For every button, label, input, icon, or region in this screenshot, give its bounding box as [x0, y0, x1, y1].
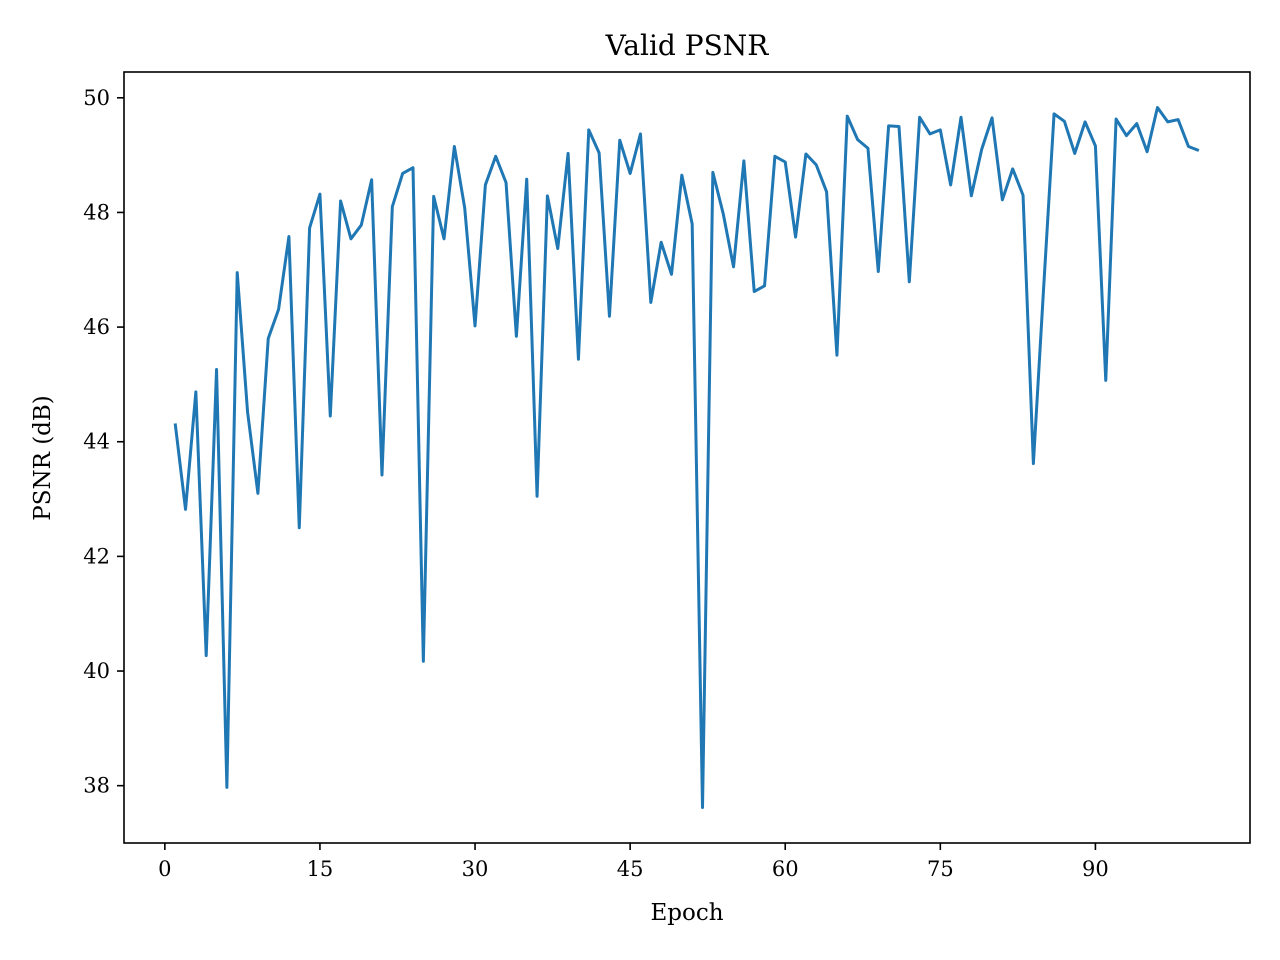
x-tick-label: 75: [927, 857, 954, 881]
chart-title: Valid PSNR: [605, 29, 770, 62]
x-tick-label: 15: [307, 857, 334, 881]
x-axis: 0 15 30 45 60 75 90: [158, 843, 1109, 881]
x-tick-label: 0: [158, 857, 171, 881]
y-tick-label: 40: [83, 659, 110, 683]
y-tick-label: 38: [83, 774, 110, 798]
y-tick-label: 46: [83, 315, 110, 339]
x-tick-label: 45: [617, 857, 644, 881]
y-axis: 38 40 42 44 46 48 50: [83, 86, 124, 798]
plot-area-frame: [123, 71, 1251, 844]
series-line-0: [173, 106, 1200, 809]
y-tick-label: 50: [83, 86, 110, 110]
y-tick-label: 48: [83, 200, 110, 224]
x-tick-label: 90: [1082, 857, 1109, 881]
y-tick-label: 44: [83, 430, 110, 454]
series-layer: [173, 106, 1200, 809]
y-axis-label: PSNR (dB): [30, 395, 56, 521]
x-tick-label: 30: [462, 857, 489, 881]
x-tick-label: 60: [772, 857, 799, 881]
x-axis-label: Epoch: [650, 900, 723, 926]
y-tick-label: 42: [83, 544, 110, 568]
